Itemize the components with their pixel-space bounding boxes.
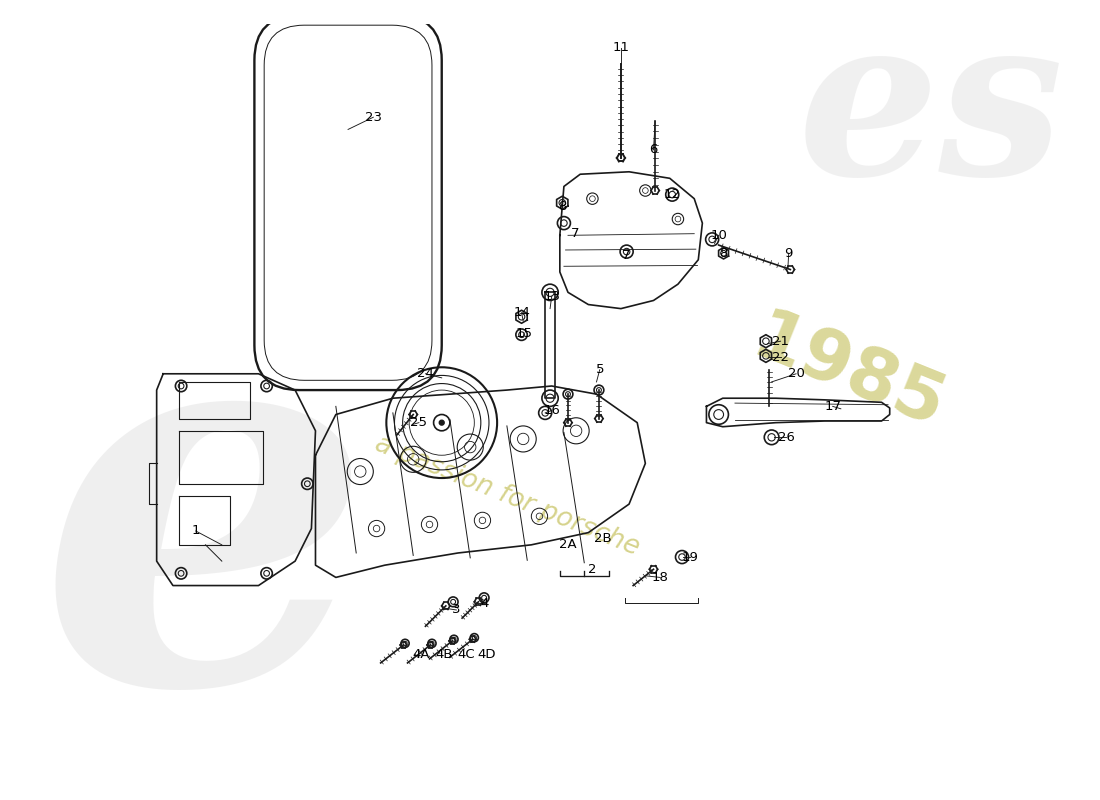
Text: es: es bbox=[798, 5, 1064, 222]
Text: 2A: 2A bbox=[559, 538, 576, 551]
Text: 24: 24 bbox=[417, 367, 433, 380]
Text: a passion for porsche: a passion for porsche bbox=[371, 431, 644, 561]
Text: 10: 10 bbox=[711, 229, 727, 242]
Text: 16: 16 bbox=[543, 404, 560, 417]
Text: 12: 12 bbox=[663, 188, 681, 201]
Text: 8: 8 bbox=[558, 200, 566, 214]
Text: 5: 5 bbox=[595, 363, 604, 376]
Text: 9: 9 bbox=[784, 246, 793, 260]
Text: 2: 2 bbox=[588, 562, 596, 576]
Text: 23: 23 bbox=[365, 110, 382, 124]
Circle shape bbox=[439, 420, 444, 425]
Text: 7: 7 bbox=[623, 249, 631, 262]
Text: 11: 11 bbox=[613, 42, 629, 54]
Text: 19: 19 bbox=[682, 550, 698, 563]
Text: 6: 6 bbox=[649, 143, 658, 156]
Text: 7: 7 bbox=[571, 227, 580, 240]
Text: 4B: 4B bbox=[436, 648, 453, 662]
Text: 20: 20 bbox=[788, 367, 804, 380]
Text: 4: 4 bbox=[481, 597, 490, 610]
Text: 4C: 4C bbox=[458, 648, 475, 662]
Text: 3: 3 bbox=[452, 603, 461, 617]
Text: 2B: 2B bbox=[594, 532, 612, 545]
Text: 18: 18 bbox=[651, 571, 669, 584]
Text: 4D: 4D bbox=[477, 648, 496, 662]
Text: 13: 13 bbox=[543, 290, 560, 303]
Text: 22: 22 bbox=[772, 351, 789, 364]
Text: 26: 26 bbox=[778, 431, 794, 444]
Text: 17: 17 bbox=[824, 400, 842, 413]
Text: 1985: 1985 bbox=[742, 304, 955, 443]
Text: 4A: 4A bbox=[412, 648, 430, 662]
Text: 1: 1 bbox=[191, 525, 200, 538]
Text: 15: 15 bbox=[516, 326, 532, 339]
Text: 8: 8 bbox=[719, 246, 728, 260]
Text: e: e bbox=[37, 281, 373, 793]
Text: 21: 21 bbox=[772, 334, 789, 348]
Text: 25: 25 bbox=[410, 416, 428, 429]
Text: 14: 14 bbox=[513, 306, 530, 319]
